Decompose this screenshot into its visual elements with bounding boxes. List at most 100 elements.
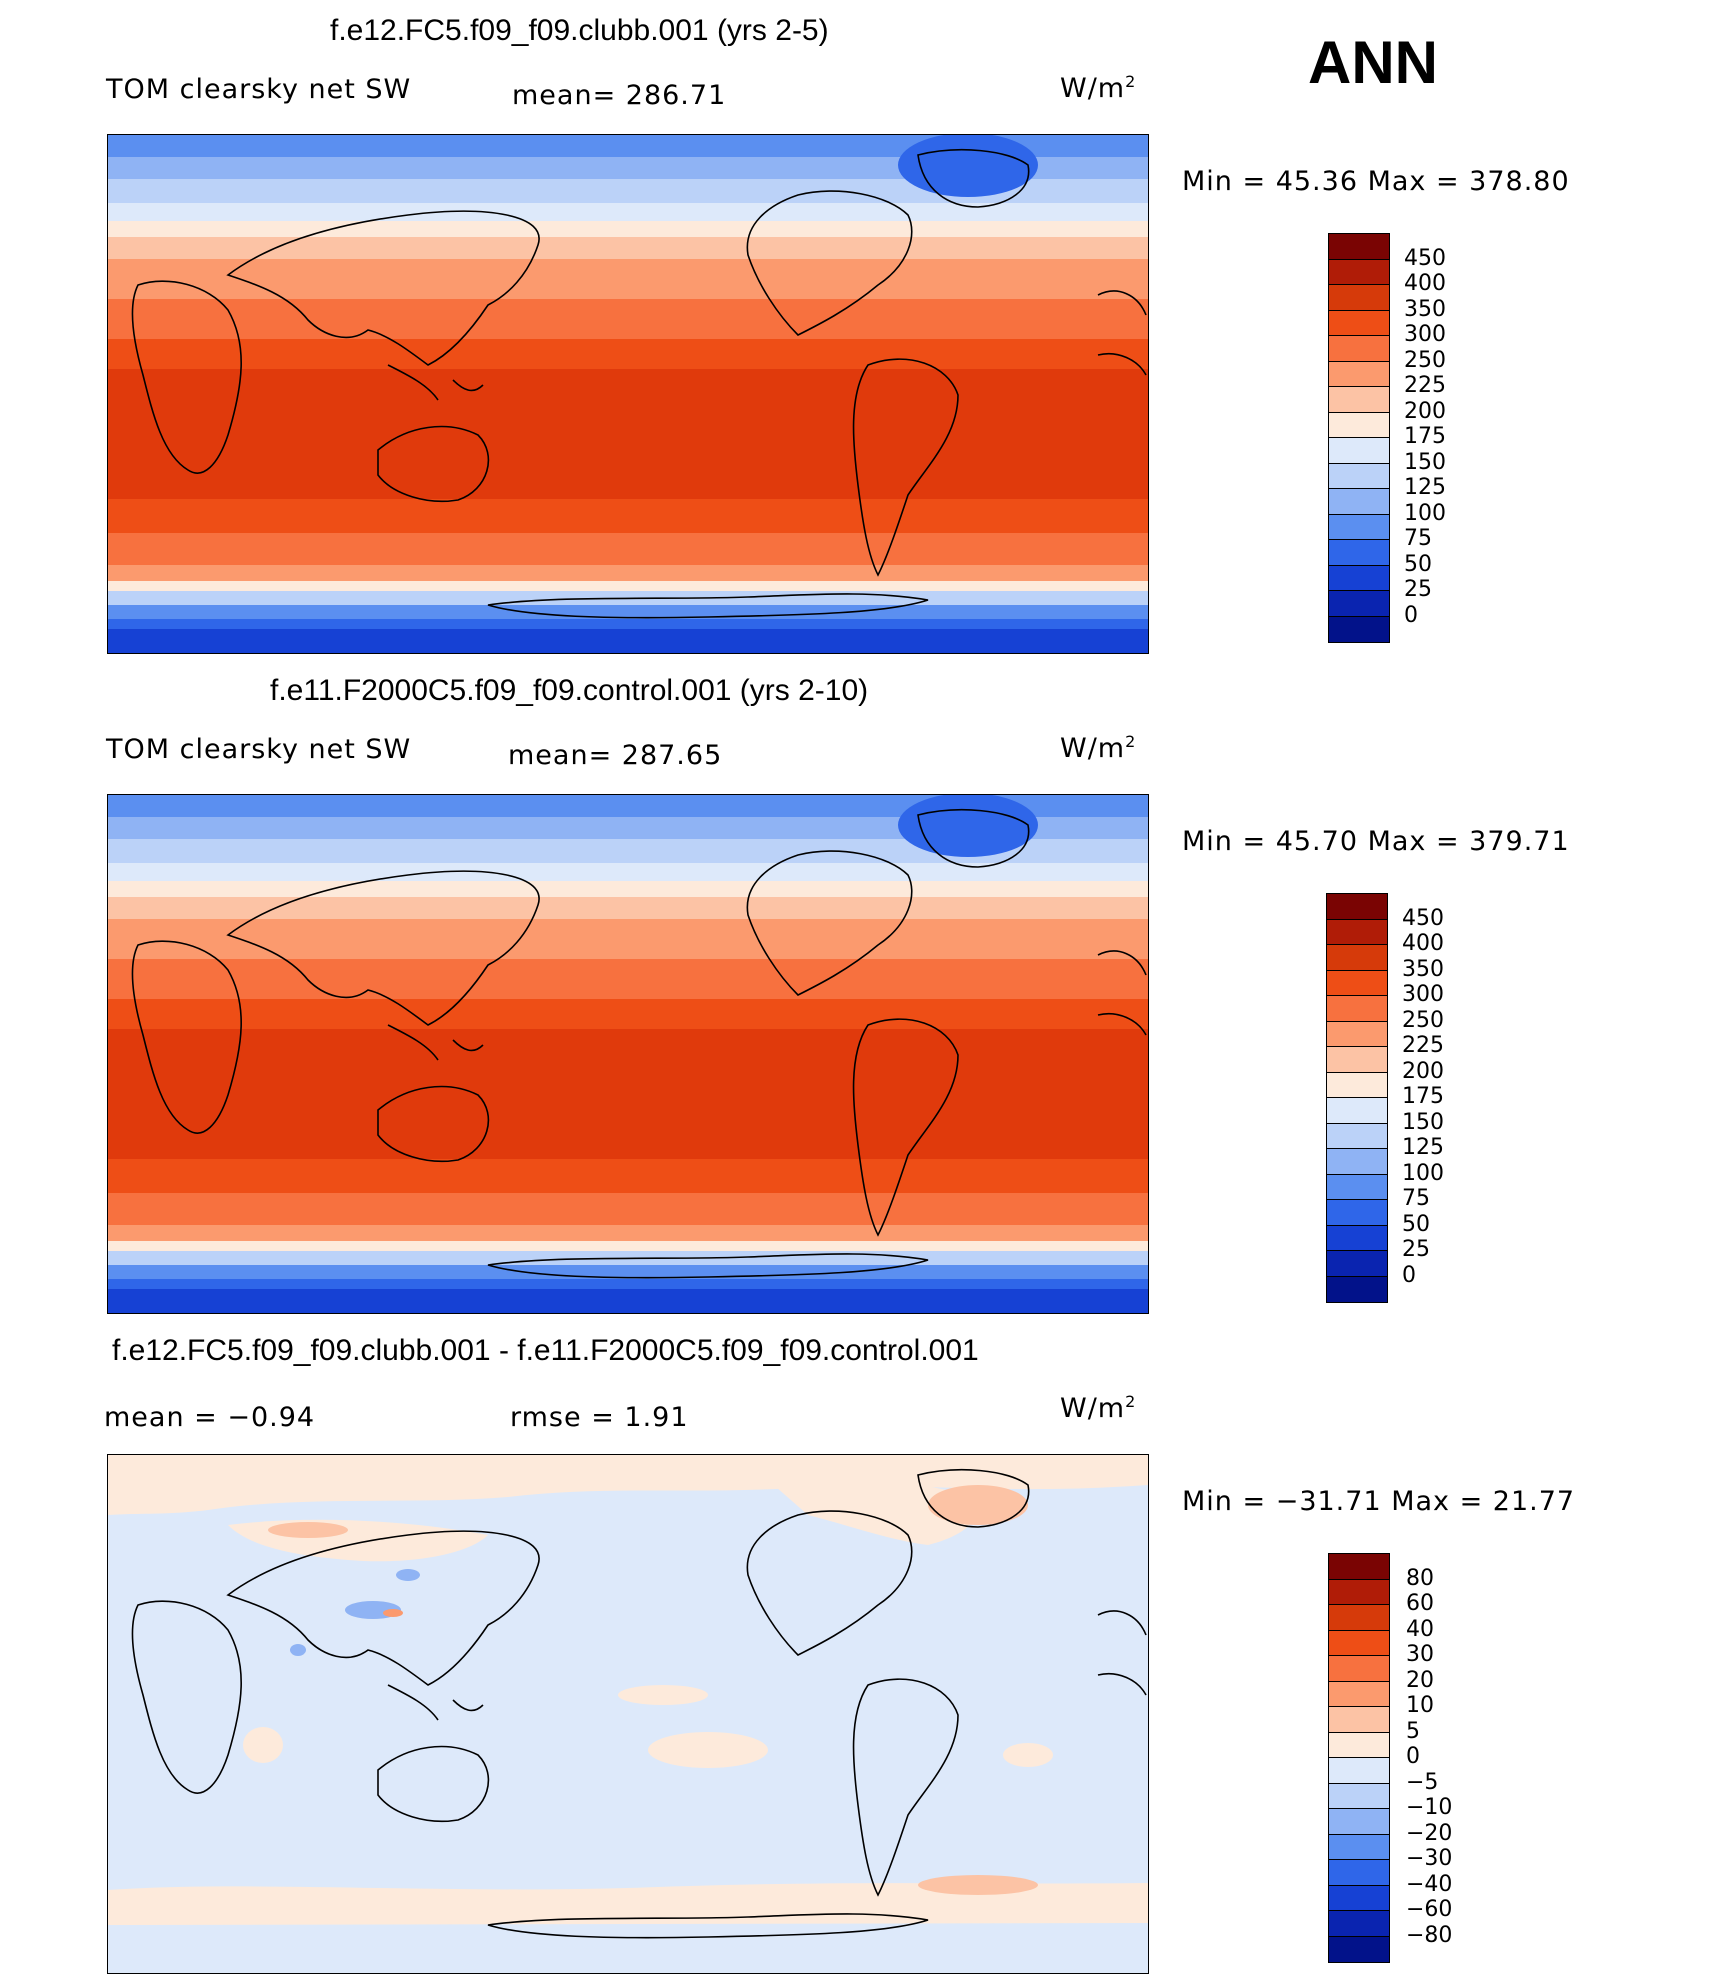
panel-1-colorbar-swatch [1329, 489, 1389, 515]
panel-1-colorbar-tick-label: 250 [1404, 347, 1446, 373]
panel-1-map [107, 134, 1149, 654]
panel-3-colorbar-tick-label: −5 [1406, 1769, 1439, 1795]
panel-3-colorbar-swatch [1329, 1809, 1389, 1835]
panel-2-colorbar-tick-label: 100 [1402, 1160, 1444, 1186]
panel-2-colorbar-tick-label: 50 [1402, 1211, 1430, 1237]
panel-2-units: W/m2 [1060, 732, 1137, 764]
panel-1-colorbar-tick-label: 225 [1404, 373, 1446, 398]
panel-2-colorbar-swatch [1327, 1174, 1387, 1200]
panel-3-colorbar-swatch [1329, 1579, 1389, 1605]
panel-3-colorbar-swatch [1329, 1885, 1389, 1911]
panel-1-colorbar-tick-label: 300 [1404, 322, 1446, 347]
panel-3-title: f.e12.FC5.f09_f09.clubb.001 - f.e11.F200… [112, 1334, 979, 1367]
panel-2-map [107, 794, 1149, 1314]
panel-2-colorbar-swatch [1327, 1276, 1387, 1302]
panel-2-left-label: TOM clearsky net SW [106, 734, 412, 765]
panel-1-colorbar-swatch [1329, 438, 1389, 464]
panel-1-colorbar-swatch [1329, 540, 1389, 566]
panel-2-colorbar-tick-label: 225 [1402, 1033, 1444, 1058]
panel-1-colorbar-swatch [1329, 591, 1389, 617]
panel-2-map-svg [108, 795, 1148, 1313]
panel-3-colorbar-tick-label: −80 [1406, 1922, 1453, 1948]
panel-3-colorbar-tick-label: 20 [1406, 1667, 1434, 1693]
panel-1-colorbar-swatch [1329, 616, 1389, 642]
panel-1-colorbar-swatch [1329, 412, 1389, 438]
panel-3-rmse-label: rmse = 1.91 [510, 1402, 689, 1433]
panel-1-colorbar-swatch [1329, 361, 1389, 387]
panel-2-colorbar-tick-label: 175 [1402, 1084, 1444, 1109]
panel-1-colorbar-swatch [1329, 234, 1389, 260]
panel-1-left-label: TOM clearsky net SW [106, 74, 412, 105]
panel-3-colorbar-swatch [1329, 1732, 1389, 1758]
panel-1-colorbar-tick-label: 25 [1404, 577, 1432, 602]
panel-2-colorbar-tick-label: 200 [1402, 1058, 1444, 1084]
panel-2-colorbar-tick-label: 250 [1402, 1007, 1444, 1033]
panel-3-colorbar-tick-label: −40 [1406, 1871, 1453, 1897]
panel-1-map-svg [108, 135, 1148, 653]
panel-1-colorbar-tick-label: 125 [1404, 475, 1446, 500]
panel-2-colorbar-swatch [1327, 1200, 1387, 1226]
panel-3-colorbar-tick-label: 5 [1406, 1718, 1420, 1744]
panel-3-colorbar-swatch [1329, 1656, 1389, 1682]
panel-1-mean-label: mean= 286.71 [512, 80, 727, 111]
panel-3-colorbar-tick-label: −10 [1406, 1795, 1453, 1820]
panel-2-min-max: Min = 45.70 Max = 379.71 [1182, 826, 1570, 857]
panel-3-colorbar-swatch [1329, 1936, 1389, 1962]
panel-3-colorbar-swatch [1329, 1605, 1389, 1631]
panel-1-colorbar-tick-label: 350 [1404, 296, 1446, 322]
panel-1-colorbar-tick-label: 50 [1404, 551, 1432, 577]
panel-3-colorbar-tick-label: 10 [1406, 1693, 1434, 1718]
panel-3-colorbar-swatch [1329, 1630, 1389, 1656]
panel-2-colorbar-swatch [1327, 1251, 1387, 1277]
panel-3-colorbar-tick-label: 0 [1406, 1744, 1420, 1769]
panel-1-colorbar-swatch [1329, 463, 1389, 489]
panel-1-colorbar-tick-label: 75 [1404, 526, 1432, 551]
panel-1-colorbar-swatch [1329, 336, 1389, 362]
panel-2-colorbar-swatch [1327, 1072, 1387, 1098]
panel-2-colorbar-swatch [1327, 1225, 1387, 1251]
panel-3-units: W/m2 [1060, 1392, 1137, 1424]
panel-1-title: f.e12.FC5.f09_f09.clubb.001 (yrs 2-5) [330, 14, 829, 47]
season-label: ANN [1308, 29, 1438, 96]
panel-3-colorbar-tick-label: −60 [1406, 1897, 1453, 1922]
panel-3-colorbar-tick-label: −20 [1406, 1820, 1453, 1846]
panel-2-colorbar-tick-label: 150 [1402, 1109, 1444, 1135]
panel-3-colorbar [1328, 1553, 1390, 1963]
panel-1-min-max: Min = 45.36 Max = 378.80 [1182, 166, 1570, 197]
panel-2-colorbar-tick-label: 125 [1402, 1135, 1444, 1160]
panel-1-colorbar-swatch [1329, 514, 1389, 540]
panel-2-colorbar-swatch [1327, 919, 1387, 945]
panel-2-colorbar-tick-label: 25 [1402, 1237, 1430, 1262]
panel-3-colorbar-swatch [1329, 1834, 1389, 1860]
panel-2-colorbar-tick-label: 75 [1402, 1186, 1430, 1211]
panel-3-colorbar-swatch [1329, 1707, 1389, 1733]
panel-1-colorbar-tick-label: 200 [1404, 398, 1446, 424]
panel-1-colorbar [1328, 233, 1390, 643]
panel-3-colorbar-swatch [1329, 1783, 1389, 1809]
panel-3-map-svg [108, 1455, 1148, 1973]
panel-2-colorbar-tick-label: 400 [1402, 931, 1444, 956]
panel-3-map [107, 1454, 1149, 1974]
panel-2-colorbar-swatch [1327, 1149, 1387, 1175]
panel-3-colorbar-swatch [1329, 1860, 1389, 1886]
panel-2-colorbar-swatch [1327, 945, 1387, 971]
panel-2-colorbar-swatch [1327, 1123, 1387, 1149]
panel-3-colorbar-swatch [1329, 1554, 1389, 1580]
panel-2-colorbar-tick-label: 300 [1402, 982, 1444, 1007]
panel-1-colorbar-tick-label: 450 [1404, 245, 1446, 271]
panel-1-colorbar-swatch [1329, 259, 1389, 285]
panel-2-colorbar-swatch [1327, 996, 1387, 1022]
panel-1-colorbar-tick-label: 150 [1404, 449, 1446, 475]
panel-2-title: f.e11.F2000C5.f09_f09.control.001 (yrs 2… [270, 674, 869, 707]
panel-1-colorbar-swatch [1329, 387, 1389, 413]
panel-2-colorbar [1326, 893, 1388, 1303]
panel-3-min-max: Min = −31.71 Max = 21.77 [1182, 1486, 1576, 1517]
panel-3-mean-label: mean = −0.94 [104, 1402, 316, 1433]
panel-3-colorbar-tick-label: 30 [1406, 1642, 1434, 1667]
panel-1-colorbar-swatch [1329, 565, 1389, 591]
panel-1-colorbar-tick-label: 100 [1404, 500, 1446, 526]
panel-2-colorbar-tick-label: 0 [1402, 1262, 1416, 1288]
panel-1-colorbar-swatch [1329, 285, 1389, 311]
panel-2-colorbar-swatch [1327, 1098, 1387, 1124]
panel-3-colorbar-tick-label: −30 [1406, 1846, 1453, 1871]
